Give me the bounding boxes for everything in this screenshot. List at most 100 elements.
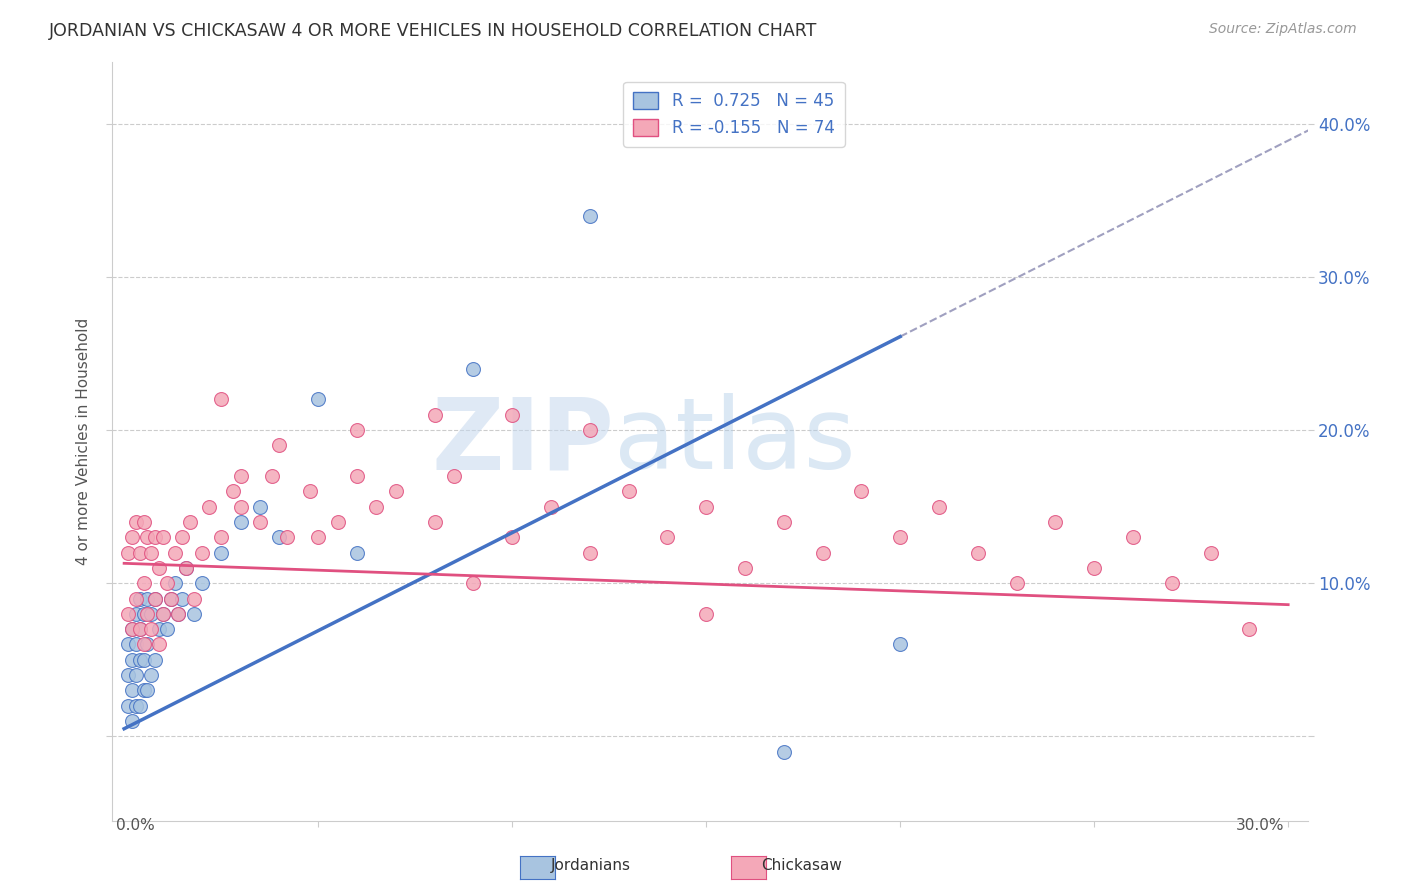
Point: [851, 484, 873, 499]
Point: [269, 530, 291, 544]
Point: [117, 698, 139, 713]
Point: [501, 530, 523, 544]
Point: [132, 653, 155, 667]
Point: [463, 361, 485, 376]
Point: [132, 576, 155, 591]
Point: [159, 591, 181, 606]
Point: [136, 591, 159, 606]
Point: [128, 698, 150, 713]
Point: [423, 408, 446, 422]
Point: [141, 545, 163, 559]
Point: [1160, 576, 1182, 591]
Point: [174, 561, 197, 575]
Point: [1045, 515, 1067, 529]
Text: Chickasaw: Chickasaw: [761, 858, 842, 872]
Point: [772, 515, 794, 529]
Point: [143, 653, 166, 667]
Point: [117, 638, 139, 652]
Point: [117, 607, 139, 621]
Point: [811, 545, 834, 559]
Point: [121, 683, 143, 698]
Point: [128, 591, 150, 606]
Point: [229, 500, 252, 514]
Point: [657, 530, 679, 544]
Point: [163, 576, 186, 591]
Point: [167, 607, 190, 621]
Point: [889, 638, 911, 652]
Point: [174, 561, 197, 575]
Point: [1239, 622, 1261, 636]
Point: [209, 530, 232, 544]
Text: Source: ZipAtlas.com: Source: ZipAtlas.com: [1209, 22, 1357, 37]
Point: [772, 745, 794, 759]
Point: [152, 607, 174, 621]
Point: [384, 484, 406, 499]
Text: ZIP: ZIP: [432, 393, 614, 490]
Text: 30.0%: 30.0%: [1236, 818, 1284, 832]
Point: [143, 530, 166, 544]
Point: [443, 469, 465, 483]
Point: [198, 500, 221, 514]
Point: [346, 545, 368, 559]
Point: [156, 622, 179, 636]
Point: [1005, 576, 1028, 591]
Point: [249, 500, 271, 514]
Text: JORDANIAN VS CHICKASAW 4 OR MORE VEHICLES IN HOUSEHOLD CORRELATION CHART: JORDANIAN VS CHICKASAW 4 OR MORE VEHICLE…: [49, 22, 817, 40]
Point: [132, 638, 155, 652]
Point: [125, 638, 148, 652]
Point: [143, 591, 166, 606]
Point: [190, 545, 212, 559]
Point: [121, 653, 143, 667]
Point: [125, 668, 148, 682]
Point: [366, 500, 388, 514]
Point: [128, 653, 150, 667]
Point: [734, 561, 756, 575]
Point: [269, 438, 291, 452]
Point: [125, 591, 148, 606]
Point: [346, 423, 368, 437]
Text: 0.0%: 0.0%: [117, 818, 155, 832]
Point: [299, 484, 322, 499]
Point: [156, 576, 179, 591]
Point: [117, 668, 139, 682]
Point: [121, 622, 143, 636]
Point: [307, 530, 329, 544]
Point: [132, 515, 155, 529]
Point: [617, 484, 640, 499]
Point: [209, 392, 232, 407]
Point: [121, 714, 143, 728]
Point: [346, 469, 368, 483]
Point: [1122, 530, 1144, 544]
Point: [132, 607, 155, 621]
Point: [229, 469, 252, 483]
Text: atlas: atlas: [614, 393, 856, 490]
Point: [141, 622, 163, 636]
Point: [136, 638, 159, 652]
Point: [148, 638, 170, 652]
Point: [117, 545, 139, 559]
Point: [307, 392, 329, 407]
Point: [148, 622, 170, 636]
Point: [136, 530, 159, 544]
Point: [183, 591, 205, 606]
Point: [423, 515, 446, 529]
Point: [148, 561, 170, 575]
Point: [578, 209, 600, 223]
Point: [172, 591, 194, 606]
Point: [152, 607, 174, 621]
Point: [125, 515, 148, 529]
Legend: R =  0.725   N = 45, R = -0.155   N = 74: R = 0.725 N = 45, R = -0.155 N = 74: [623, 82, 845, 147]
Point: [276, 530, 298, 544]
Point: [141, 607, 163, 621]
Point: [1199, 545, 1222, 559]
Point: [121, 530, 143, 544]
Point: [249, 515, 271, 529]
Point: [578, 423, 600, 437]
Point: [1083, 561, 1105, 575]
Y-axis label: 4 or more Vehicles in Household: 4 or more Vehicles in Household: [76, 318, 91, 566]
Text: Jordanians: Jordanians: [551, 858, 630, 872]
Point: [578, 545, 600, 559]
Point: [128, 622, 150, 636]
Point: [179, 515, 201, 529]
Point: [540, 500, 562, 514]
